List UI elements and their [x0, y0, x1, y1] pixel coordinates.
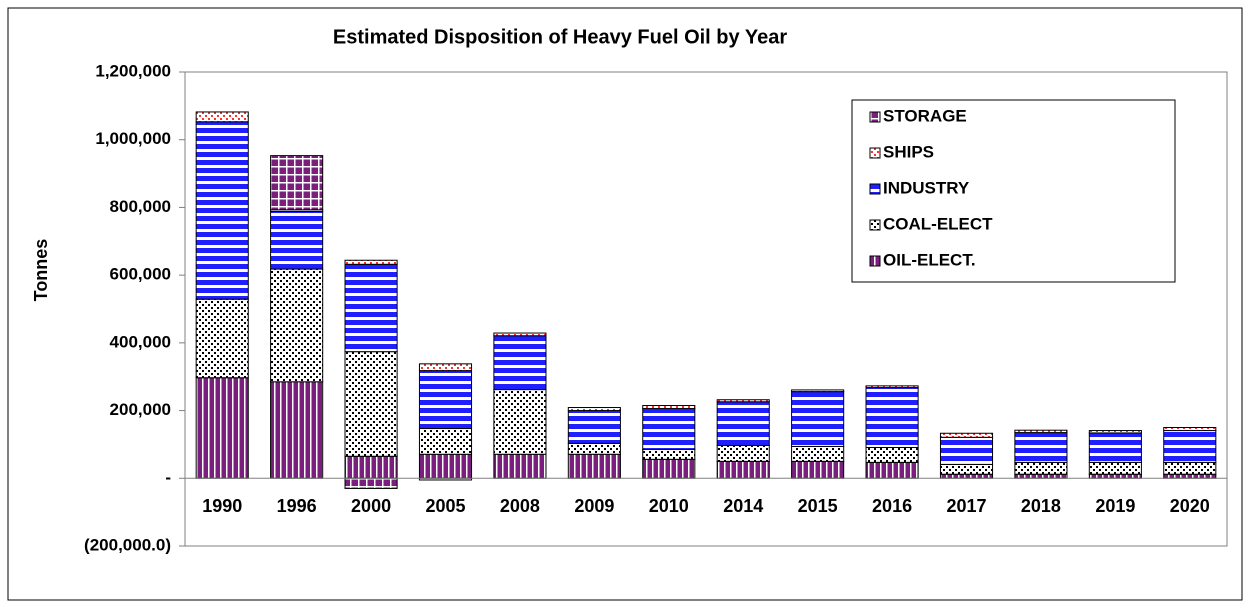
bar-segment — [865, 385, 919, 389]
bar-segment — [270, 381, 324, 479]
legend-label: INDUSTRY — [883, 178, 970, 197]
legend-swatch — [869, 219, 881, 231]
bar-segment — [493, 332, 547, 337]
bar-segment — [270, 210, 324, 270]
y-tick-label: 800,000 — [110, 197, 171, 216]
bar-segment — [493, 335, 547, 391]
bar-segment — [270, 268, 324, 383]
bar-segment — [716, 401, 770, 446]
bar-segment — [567, 407, 621, 412]
legend-swatch — [869, 183, 881, 195]
x-tick-label: 2016 — [872, 496, 912, 516]
bar-segment — [865, 446, 919, 463]
bar-segment — [195, 377, 249, 479]
chart-title: Estimated Disposition of Heavy Fuel Oil … — [333, 26, 787, 48]
bar-segment — [418, 370, 473, 430]
bar-segment — [642, 404, 696, 410]
bar-segment — [344, 259, 398, 265]
y-tick-label: 1,000,000 — [95, 129, 171, 148]
bar-segment — [1088, 461, 1142, 475]
bar-segment — [418, 428, 473, 455]
legend-swatch — [869, 111, 881, 123]
x-tick-label: 2020 — [1170, 496, 1210, 516]
x-tick-label: 1996 — [277, 496, 317, 516]
bar-segment — [1163, 427, 1217, 432]
y-axis-label: Tonnes — [31, 239, 51, 302]
bar-segment — [791, 460, 845, 479]
bar-segment — [195, 111, 249, 123]
bar-segment — [1014, 429, 1068, 434]
bar-segment — [1014, 461, 1068, 475]
legend-label: COAL-ELECT — [883, 214, 993, 233]
bar-segment — [493, 389, 547, 455]
x-tick-label: 2014 — [723, 496, 763, 516]
x-tick-label: 1990 — [202, 496, 242, 516]
bar-segment — [344, 263, 398, 353]
bar-segment — [270, 155, 324, 211]
bar-segment — [1014, 432, 1068, 463]
bar-segment — [1163, 473, 1217, 479]
bar-segment — [642, 458, 696, 479]
bar-segment — [716, 399, 770, 403]
x-tick-label: 2019 — [1095, 496, 1135, 516]
legend-swatch — [869, 255, 881, 267]
x-tick-label: 2009 — [574, 496, 614, 516]
bar-segment — [642, 408, 696, 451]
bar-segment — [344, 351, 398, 457]
bar-segment — [642, 449, 696, 460]
bar-segment — [344, 477, 398, 489]
legend-label: OIL-ELECT. — [883, 250, 976, 269]
bar-segment — [1088, 473, 1142, 479]
bar-segment — [939, 463, 994, 475]
bar-segment — [493, 453, 547, 479]
y-tick-label: (200,000.0) — [84, 535, 171, 554]
bar-segment — [716, 444, 770, 462]
bar-segment — [195, 121, 249, 300]
legend-label: SHIPS — [883, 142, 934, 161]
bar-segment — [567, 410, 621, 444]
y-tick-label: 1,200,000 — [95, 61, 171, 80]
x-tick-label: 2018 — [1021, 496, 1061, 516]
bar-segment — [567, 442, 621, 455]
bar-segment — [865, 387, 919, 448]
bar-segment — [791, 389, 845, 393]
bar-segment — [1088, 430, 1142, 434]
legend-label: STORAGE — [883, 106, 967, 125]
bar-segment — [344, 455, 398, 479]
bar-segment — [418, 453, 473, 479]
x-tick-label: 2017 — [946, 496, 986, 516]
legend-swatch — [869, 147, 881, 159]
bar-segment — [195, 298, 249, 379]
y-tick-label: 600,000 — [110, 265, 171, 284]
bar-segment — [939, 473, 994, 479]
bar-segment — [716, 460, 770, 479]
x-tick-label: 2015 — [798, 496, 838, 516]
bar-segment — [865, 461, 919, 479]
bar-segment — [567, 453, 621, 479]
bar-segment — [791, 445, 845, 462]
x-tick-label: 2005 — [425, 496, 465, 516]
legend-box — [851, 99, 1176, 283]
bar-segment — [1163, 461, 1217, 475]
y-tick-label: 400,000 — [110, 332, 171, 351]
y-tick-label: - — [165, 468, 171, 487]
bar-segment — [1163, 430, 1217, 463]
bar-segment — [791, 391, 845, 447]
bar-segment — [418, 363, 473, 372]
x-tick-label: 2008 — [500, 496, 540, 516]
x-tick-label: 2010 — [649, 496, 689, 516]
bar-segment — [939, 432, 994, 438]
y-tick-label: 200,000 — [110, 400, 171, 419]
x-tick-label: 2000 — [351, 496, 391, 516]
bar-segment — [1014, 473, 1068, 479]
bar-segment — [1088, 432, 1142, 463]
bar-segment — [939, 436, 994, 465]
